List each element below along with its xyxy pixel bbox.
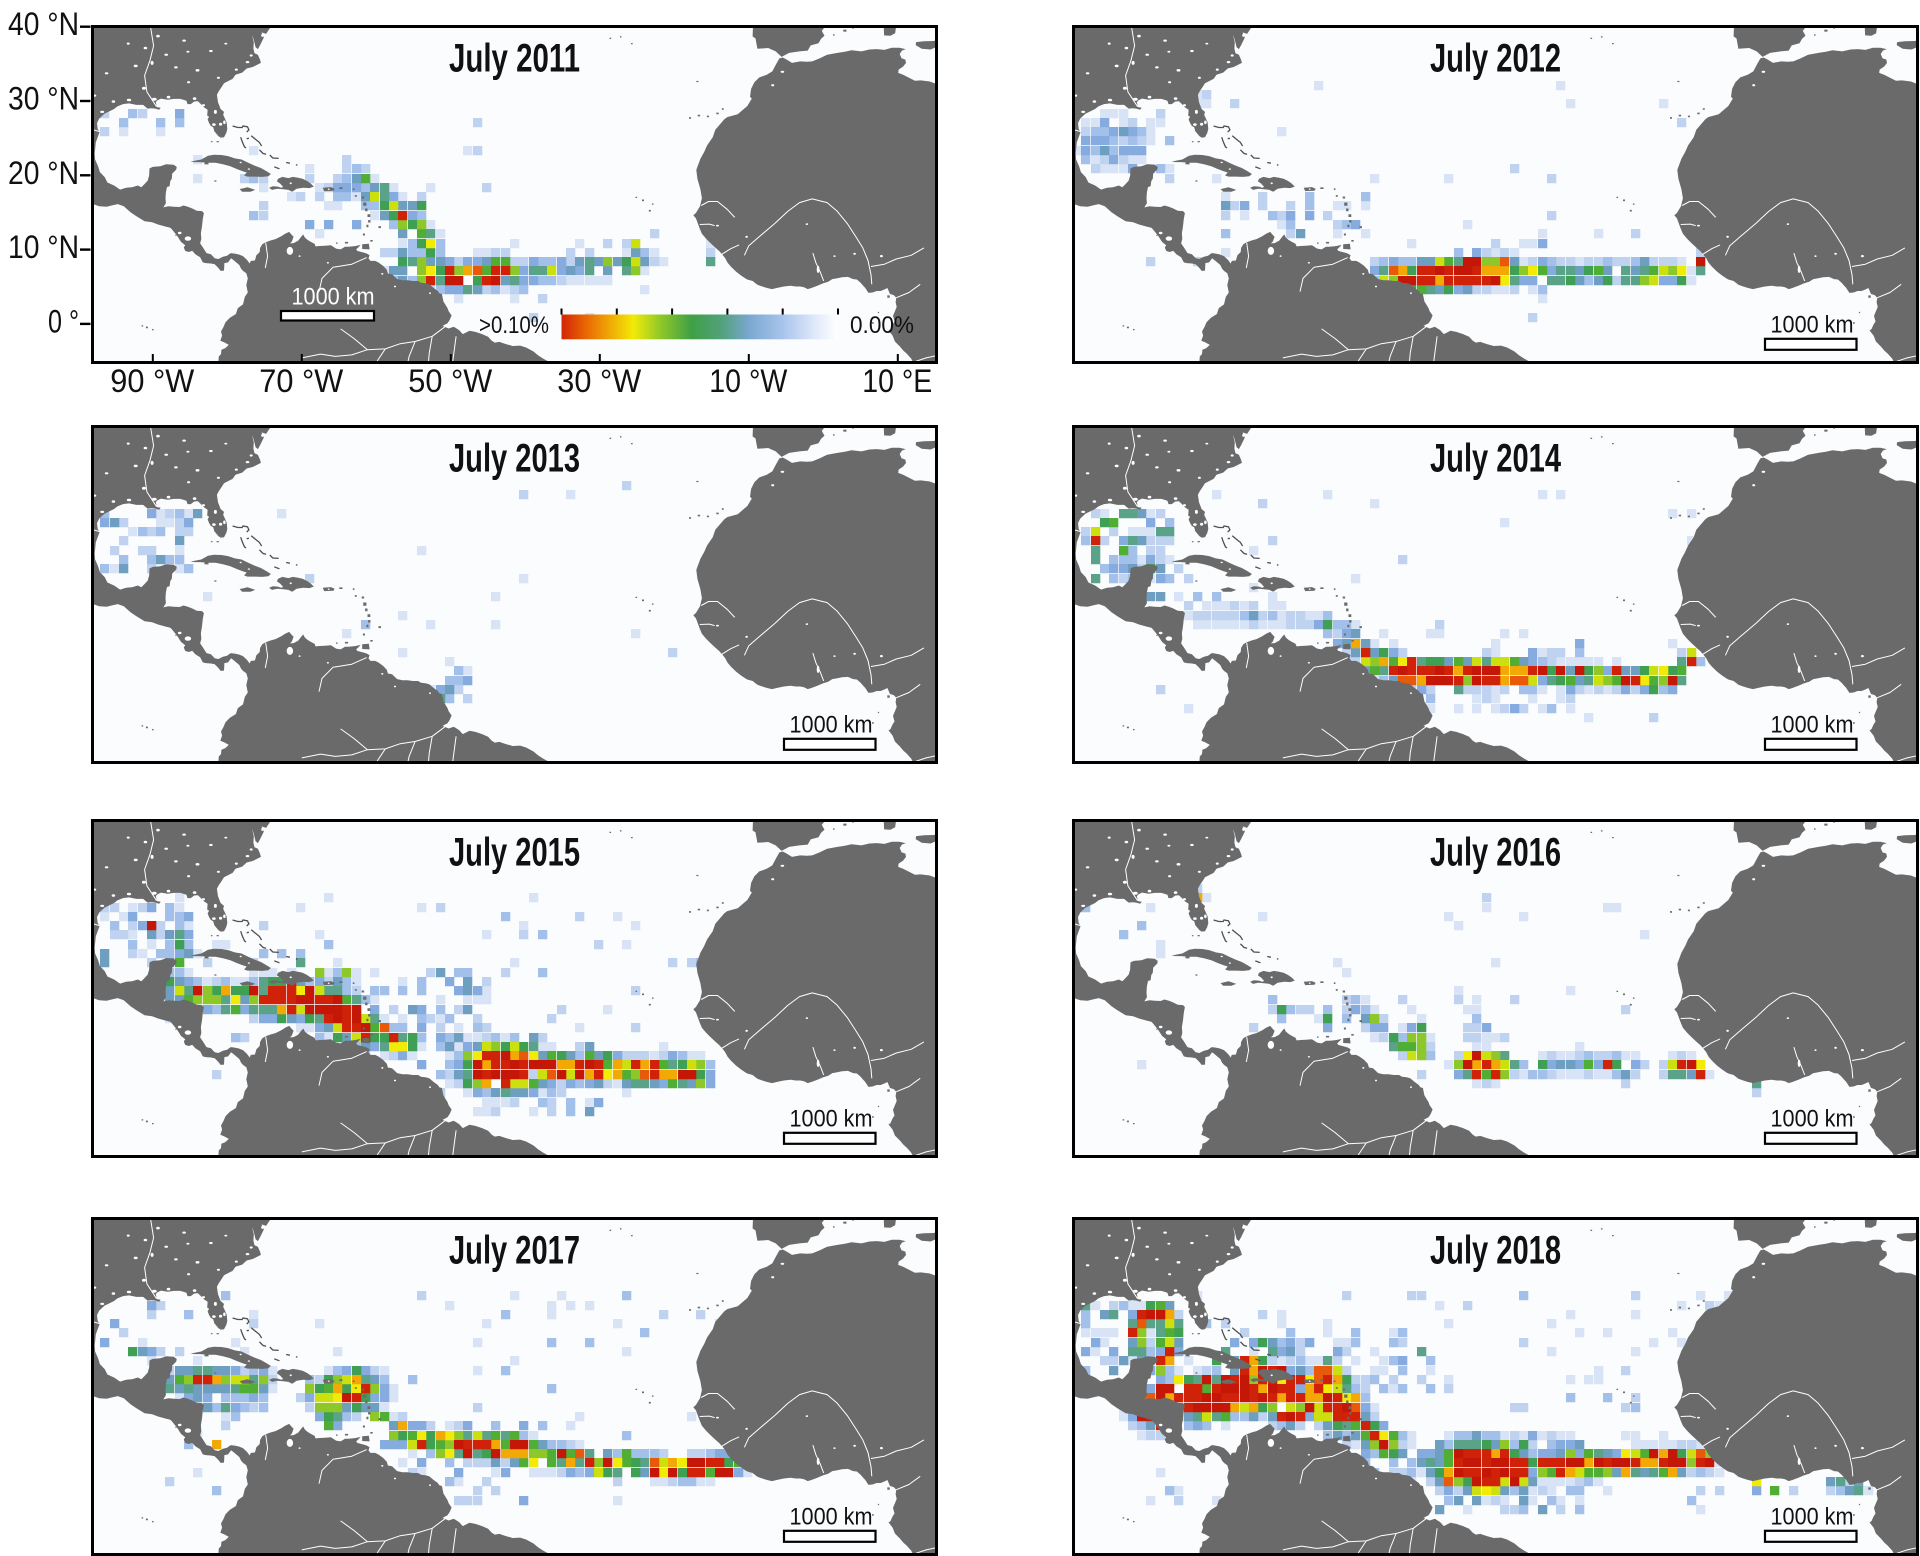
- svg-text:July 2014: July 2014: [1430, 436, 1562, 480]
- svg-text:1000 km: 1000 km: [1770, 1105, 1853, 1132]
- svg-text:July 2012: July 2012: [1430, 36, 1561, 80]
- svg-text:40 °N: 40 °N: [8, 6, 79, 42]
- svg-text:1000 km: 1000 km: [291, 283, 374, 310]
- svg-text:30 °N: 30 °N: [8, 81, 79, 117]
- svg-text:1000 km: 1000 km: [789, 1503, 872, 1530]
- svg-text:20 °N: 20 °N: [8, 155, 79, 191]
- svg-text:1000 km: 1000 km: [1770, 1503, 1853, 1530]
- svg-text:1000 km: 1000 km: [789, 1105, 872, 1132]
- svg-text:July 2013: July 2013: [449, 436, 580, 480]
- svg-text:10 °N: 10 °N: [8, 229, 79, 265]
- svg-text:70 °W: 70 °W: [259, 363, 344, 399]
- svg-text:1000 km: 1000 km: [1770, 311, 1853, 338]
- svg-text:July 2017: July 2017: [449, 1228, 580, 1272]
- svg-text:July 2011: July 2011: [449, 36, 580, 80]
- svg-text:10 °W: 10 °W: [709, 363, 788, 399]
- svg-text:30 °W: 30 °W: [557, 363, 642, 399]
- svg-text:10 °E: 10 °E: [862, 363, 932, 399]
- svg-text:July 2016: July 2016: [1430, 830, 1561, 874]
- svg-text:50 °W: 50 °W: [408, 363, 493, 399]
- svg-text:90 °W: 90 °W: [110, 363, 195, 399]
- svg-text:0.00%: 0.00%: [850, 312, 914, 339]
- svg-text:1000 km: 1000 km: [1770, 711, 1853, 738]
- svg-text:July 2015: July 2015: [449, 830, 580, 874]
- svg-text:1000 km: 1000 km: [789, 711, 872, 738]
- svg-text:0 °: 0 °: [48, 303, 79, 339]
- svg-text:July 2018: July 2018: [1430, 1228, 1561, 1272]
- svg-text:>0.10%: >0.10%: [479, 312, 549, 339]
